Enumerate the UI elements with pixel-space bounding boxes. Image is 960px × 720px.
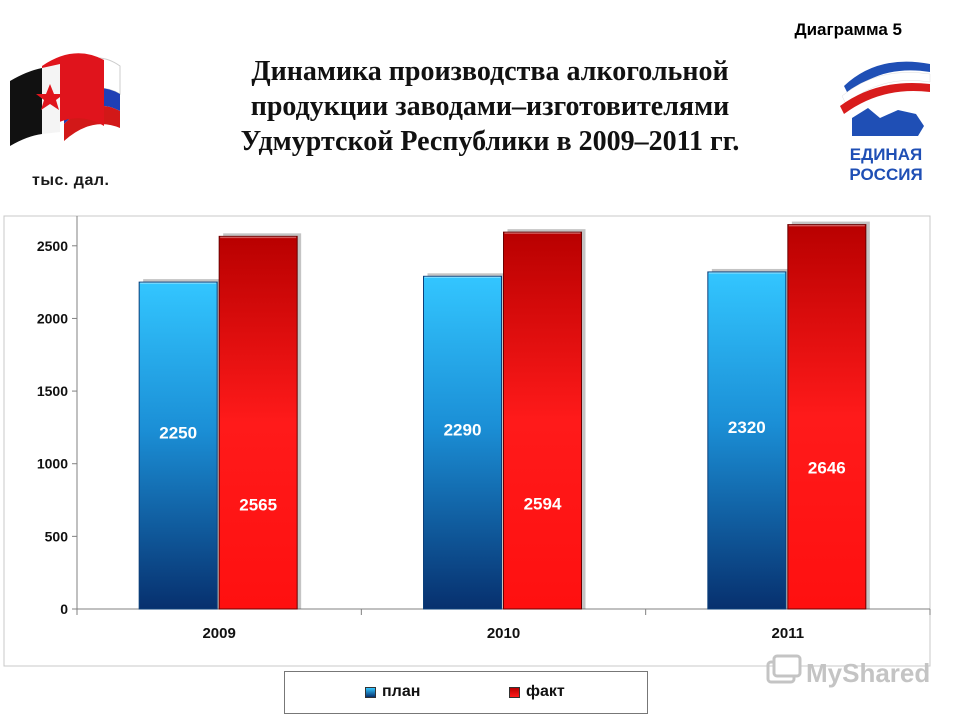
y-tick-label: 1500 xyxy=(37,383,68,399)
chart-legend: план факт xyxy=(284,671,648,714)
bar-plan xyxy=(423,275,502,610)
data-label-fact: 2565 xyxy=(239,496,277,515)
party-logo-text-2: РОССИЯ xyxy=(849,165,922,184)
bar-plan xyxy=(707,271,787,610)
y-tick-label: 2500 xyxy=(37,238,68,254)
title-line-1: Динамика производства алкогольной xyxy=(251,56,729,87)
x-category-label: 2009 xyxy=(202,625,235,642)
y-tick-label: 1000 xyxy=(37,456,68,472)
watermark-text: MyShared xyxy=(806,658,930,688)
y-tick-label: 2000 xyxy=(37,310,68,326)
y-tick-label: 0 xyxy=(60,601,68,617)
data-label-fact: 2594 xyxy=(524,494,562,513)
bar-fact xyxy=(787,224,867,610)
y-tick-label: 500 xyxy=(45,528,69,544)
data-label-plan: 2250 xyxy=(159,423,197,442)
bar-fact xyxy=(218,235,298,610)
legend-label-plan: план xyxy=(382,683,421,700)
data-label-plan: 2290 xyxy=(444,420,482,439)
bar-fact xyxy=(503,231,582,610)
data-label-plan: 2320 xyxy=(728,418,766,437)
diagram-number-label: Диаграмма 5 xyxy=(794,20,903,39)
title-line-3: Удмуртской Республики в 2009–2011 гг. xyxy=(240,126,740,157)
legend-swatch-plan xyxy=(365,686,376,698)
bar-plan xyxy=(138,281,218,610)
united-russia-logo: ЕДИНАЯ РОССИЯ xyxy=(838,56,934,193)
legend-label-fact: факт xyxy=(526,683,565,700)
legend-swatch-fact xyxy=(509,686,520,698)
legend-item-plan: план xyxy=(365,683,420,701)
legend-item-fact: факт xyxy=(509,683,565,701)
chart-title: Динамика производства алкогольной продук… xyxy=(160,54,820,159)
udmurt-flag-logo xyxy=(2,36,152,161)
x-category-label: 2010 xyxy=(487,625,520,642)
myshared-watermark: MyShared xyxy=(766,652,946,701)
party-logo-text-1: ЕДИНАЯ xyxy=(850,145,922,164)
title-line-2: продукции заводами–изготовителями xyxy=(250,91,730,122)
data-label-fact: 2646 xyxy=(808,458,846,477)
x-category-label: 2011 xyxy=(772,625,805,642)
y-axis-unit-label: тыс. дал. xyxy=(32,172,110,189)
